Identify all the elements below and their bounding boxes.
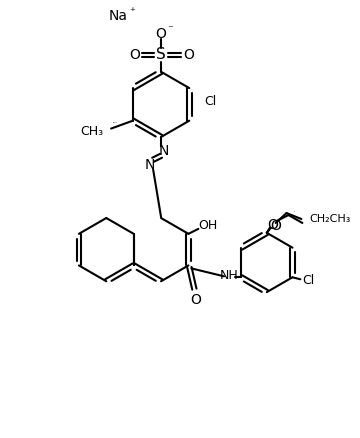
Text: O: O — [156, 27, 166, 41]
Text: Cl: Cl — [302, 274, 315, 287]
Text: N: N — [159, 144, 169, 158]
Text: O: O — [183, 48, 194, 62]
Text: ⁻: ⁻ — [167, 24, 173, 34]
Text: O: O — [271, 219, 282, 233]
Text: methyl: methyl — [113, 122, 117, 123]
Text: ⁺: ⁺ — [130, 7, 135, 18]
Text: S: S — [156, 47, 166, 63]
Text: O: O — [267, 218, 278, 232]
Text: NH: NH — [220, 269, 238, 282]
Text: N: N — [145, 158, 156, 172]
Text: O: O — [129, 48, 140, 62]
Text: CH₂CH₃: CH₂CH₃ — [309, 214, 351, 224]
Text: CH₃: CH₃ — [80, 125, 103, 138]
Text: OH: OH — [199, 219, 218, 233]
Text: Cl: Cl — [204, 95, 216, 108]
Text: O: O — [190, 293, 201, 307]
Text: O: O — [294, 211, 295, 212]
Text: Na: Na — [109, 10, 128, 24]
